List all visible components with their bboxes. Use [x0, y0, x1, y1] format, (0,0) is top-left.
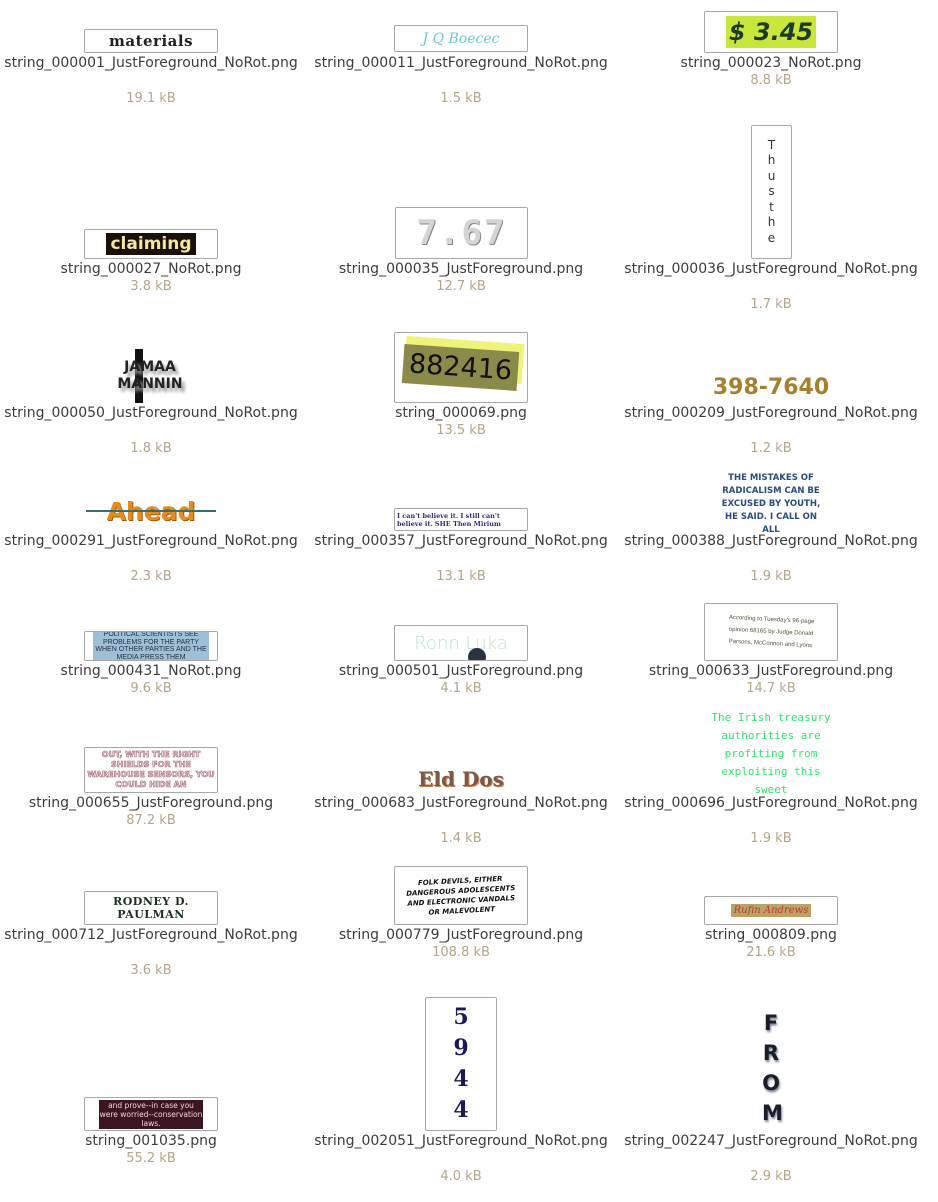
file-thumbnail[interactable]: The Irish treasury authorities are profi…	[705, 711, 837, 796]
file-size: 1.9 kB	[750, 831, 792, 846]
file-size: 14.7 kB	[746, 681, 796, 696]
file-thumbnail[interactable]: $ 3.45	[704, 11, 838, 53]
file-name: string_000209_JustForeground_NoRot.png	[624, 405, 918, 421]
file-size: 8.8 kB	[750, 73, 792, 88]
file-name: string_000779_JustForeground.png	[338, 927, 584, 943]
file-name: string_000023_NoRot.png	[680, 55, 862, 71]
thumbnail-text: OUT, WITH THE RIGHT SHIELDS FOR THE WARE…	[87, 750, 215, 790]
file-thumbnail[interactable]: and prove--in case you were worried--con…	[84, 1097, 218, 1131]
file-thumbnail[interactable]: According to Tuesday's 96-page opinion 6…	[704, 603, 838, 661]
file-name: string_000036_JustForeground_NoRot.png	[624, 261, 918, 277]
file-name: string_000655_JustForeground.png	[28, 795, 274, 811]
file-size: 1.7 kB	[750, 297, 792, 312]
thumbnail-text: 5944	[453, 1004, 469, 1123]
thumbnail-text: 398-7640	[712, 374, 830, 400]
file-name: string_000291_JustForeground_NoRot.png	[4, 533, 298, 549]
file-size: 55.2 kB	[126, 1151, 176, 1166]
thumbnail-text: Thus the	[767, 137, 776, 245]
file-size: 13.1 kB	[436, 569, 486, 584]
file-size: 108.8 kB	[432, 945, 490, 960]
file-thumbnail[interactable]: RODNEY D. PAULMAN	[84, 891, 218, 925]
file-name: string_000069.png	[395, 405, 527, 421]
file-size: 9.6 kB	[130, 681, 172, 696]
thumbnail-text: 7.67	[416, 213, 507, 253]
file-name: string_002051_JustForeground_NoRot.png	[314, 1133, 608, 1149]
file-thumbnail[interactable]: claiming	[84, 229, 218, 259]
file-name: string_000027_NoRot.png	[60, 261, 242, 277]
thumbnail-text: FROM	[762, 1011, 783, 1125]
file-size: 4.0 kB	[440, 1169, 482, 1184]
file-thumbnail[interactable]: Ahead	[86, 495, 216, 527]
file-thumbnail[interactable]: 398-7640	[704, 372, 838, 402]
file-name: string_000050_JustForeground_NoRot.png	[4, 405, 298, 421]
file-name: string_000388_JustForeground_NoRot.png	[624, 533, 918, 549]
file-thumbnail[interactable]: THE MISTAKES OF RADICALISM CAN BE EXCUSE…	[713, 473, 829, 535]
file-thumbnail[interactable]: 7.67	[395, 207, 528, 259]
thumbnail-text: FOLK DEVILS, EITHER DANGEROUS ADOLESCENT…	[406, 874, 516, 917]
file-thumbnail[interactable]: Eld Dos	[411, 766, 511, 792]
thumbnail-text: $ 3.45	[725, 16, 817, 48]
thumbnail-text: The Irish treasury authorities are profi…	[711, 711, 831, 796]
thumbnail-text: J Q Boecec	[422, 30, 500, 47]
thumbnail-text: I can't believe it. I still can't believ…	[397, 511, 501, 528]
file-thumbnail[interactable]: FOLK DEVILS, EITHER DANGEROUS ADOLESCENT…	[394, 866, 528, 925]
thumbnail-text: Rufin Andrews	[730, 904, 812, 917]
thumbnail-text: claiming	[106, 233, 196, 255]
file-size: 21.6 kB	[746, 945, 796, 960]
file-thumbnail[interactable]: Thus the	[751, 125, 792, 259]
thumbnail-text: 882416	[408, 348, 514, 387]
file-size: 1.2 kB	[750, 441, 792, 456]
thumbnail-text: THE MISTAKES OF RADICALISM CAN BE EXCUSE…	[721, 472, 821, 535]
file-name: string_000001_JustForeground_NoRot.png	[4, 55, 298, 71]
file-thumbnail[interactable]: 5944	[425, 997, 497, 1131]
thumbnail-text: materials	[108, 32, 194, 50]
thumbnail-text: JAMAA MANNIN	[117, 359, 183, 392]
file-thumbnail[interactable]: materials	[84, 29, 218, 53]
thumbnail-text: and prove--in case you were worried--con…	[99, 1099, 203, 1129]
file-size: 3.6 kB	[130, 963, 172, 978]
file-size: 13.5 kB	[436, 423, 486, 438]
file-size: 87.2 kB	[126, 813, 176, 828]
file-name: string_000683_JustForeground_NoRot.png	[314, 795, 608, 811]
file-thumbnail[interactable]: OUT, WITH THE RIGHT SHIELDS FOR THE WARE…	[84, 747, 218, 793]
file-thumbnail[interactable]: 882416	[394, 332, 528, 403]
file-size: 1.9 kB	[750, 569, 792, 584]
file-size: 12.7 kB	[436, 279, 486, 294]
file-size: 4.1 kB	[440, 681, 482, 696]
file-name: string_000011_JustForeground_NoRot.png	[314, 55, 608, 71]
file-name: string_000035_JustForeground.png	[338, 261, 584, 277]
file-thumbnail[interactable]: JAMAA MANNIN	[110, 349, 190, 403]
file-size: 19.1 kB	[126, 91, 176, 106]
thumbnail-text: Eld Dos	[418, 767, 504, 791]
file-name: string_000696_JustForeground_NoRot.png	[624, 795, 918, 811]
file-name: string_000633_JustForeground.png	[648, 663, 894, 679]
file-thumbnail[interactable]: FROM	[751, 1008, 791, 1128]
file-size: 3.8 kB	[130, 279, 172, 294]
thumbnail-text: POLITICAL SCIENTISTS SEE PROBLEMS FOR TH…	[93, 632, 209, 660]
file-name: string_000501_JustForeground.png	[338, 663, 584, 679]
file-size: 2.3 kB	[130, 569, 172, 584]
file-name: string_000357_JustForeground_NoRot.png	[314, 533, 608, 549]
file-name: string_002247_JustForeground_NoRot.png	[624, 1133, 918, 1149]
thumbnail-text: Ronn Luka	[414, 632, 508, 654]
file-thumbnail[interactable]: J Q Boecec	[394, 25, 528, 52]
file-name: string_000809.png	[705, 927, 837, 943]
file-size: 1.8 kB	[130, 441, 172, 456]
file-name: string_000712_JustForeground_NoRot.png	[4, 927, 298, 943]
file-size: 1.4 kB	[440, 831, 482, 846]
file-name: string_000431_NoRot.png	[60, 663, 242, 679]
file-size: 1.5 kB	[440, 91, 482, 106]
file-thumbnail[interactable]: POLITICAL SCIENTISTS SEE PROBLEMS FOR TH…	[84, 631, 218, 661]
file-name: string_001035.png	[85, 1133, 217, 1149]
thumbnail-text: RODNEY D. PAULMAN	[113, 895, 189, 921]
file-thumbnail[interactable]: Rufin Andrews	[704, 896, 838, 925]
thumbnail-text: According to Tuesday's 96-page opinion 6…	[728, 614, 815, 650]
file-thumbnail[interactable]: Ronn Luka	[394, 625, 528, 661]
file-thumbnail[interactable]: I can't believe it. I still can't believ…	[394, 508, 528, 531]
file-size: 2.9 kB	[750, 1169, 792, 1184]
